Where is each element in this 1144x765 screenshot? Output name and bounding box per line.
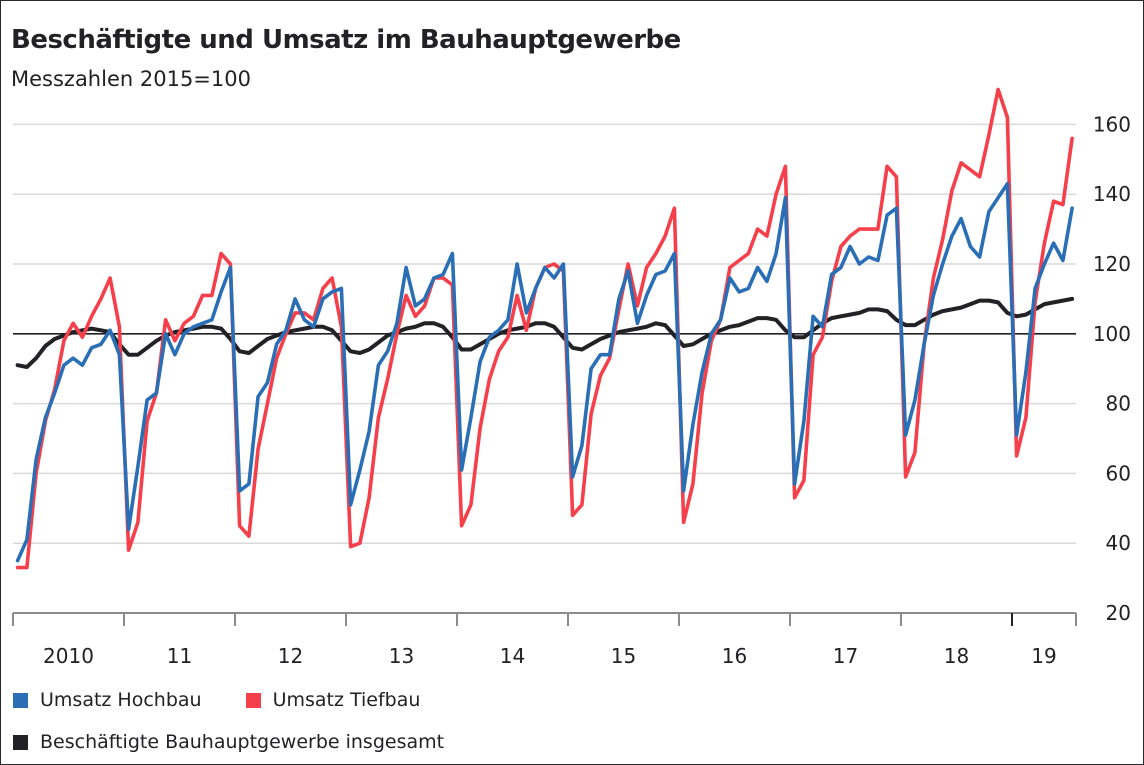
y-tick-label: 120: [1093, 252, 1131, 276]
x-tick-label: 15: [611, 644, 636, 668]
legend-label-beschaeftigte: Beschäftigte Bauhauptgewerbe insgesamt: [40, 731, 445, 753]
y-axis-ticks: 20 40 60 80 100 120 140 160: [1093, 112, 1131, 625]
chart-subtitle: Messzahlen 2015=100: [11, 67, 251, 91]
legend-label-tiefbau: Umsatz Tiefbau: [272, 689, 421, 711]
y-tick-label: 80: [1106, 392, 1131, 416]
y-tick-label: 160: [1093, 112, 1131, 136]
y-tick-label: 100: [1093, 322, 1131, 346]
x-tick-label: 12: [278, 644, 303, 668]
x-tick-label: 14: [500, 644, 525, 668]
x-tick-label: 13: [389, 644, 414, 668]
chart-title: Beschäftigte und Umsatz im Bauhauptgewer…: [11, 25, 681, 55]
legend-row-1: Umsatz Hochbau Umsatz Tiefbau: [13, 689, 464, 711]
x-tick-label: 19: [1031, 644, 1056, 668]
line-umsatz-tiefbau: [15, 87, 1074, 570]
x-tick-label: 18: [944, 644, 969, 668]
y-tick-label: 60: [1106, 461, 1131, 485]
legend-item-beschaeftigte: Beschäftigte Bauhauptgewerbe insgesamt: [13, 731, 444, 753]
y-tick-label: 40: [1106, 531, 1131, 555]
legend-swatch-hochbau: [13, 692, 28, 708]
line-umsatz-hochbau: [15, 181, 1074, 563]
legend-item-hochbau: Umsatz Hochbau: [13, 689, 202, 711]
x-tick-label: 2010: [43, 644, 94, 668]
legend-label-hochbau: Umsatz Hochbau: [40, 689, 202, 711]
x-axis: 2010 11 12 13 14 15 16 17 18 19: [12, 612, 1077, 668]
legend-swatch-beschaeftigte: [13, 734, 28, 750]
x-tick-label: 17: [833, 644, 858, 668]
y-tick-label: 140: [1093, 182, 1131, 206]
legend-item-tiefbau: Umsatz Tiefbau: [245, 689, 421, 711]
x-tick-label: 16: [722, 644, 747, 668]
x-tick-label: 11: [167, 644, 192, 668]
y-tick-label: 20: [1106, 601, 1131, 625]
series-lines: [15, 87, 1075, 570]
legend-row-2: Beschäftigte Bauhauptgewerbe insgesamt: [13, 731, 488, 753]
line-beschaeftigte: [15, 296, 1075, 369]
legend-swatch-tiefbau: [245, 692, 261, 708]
